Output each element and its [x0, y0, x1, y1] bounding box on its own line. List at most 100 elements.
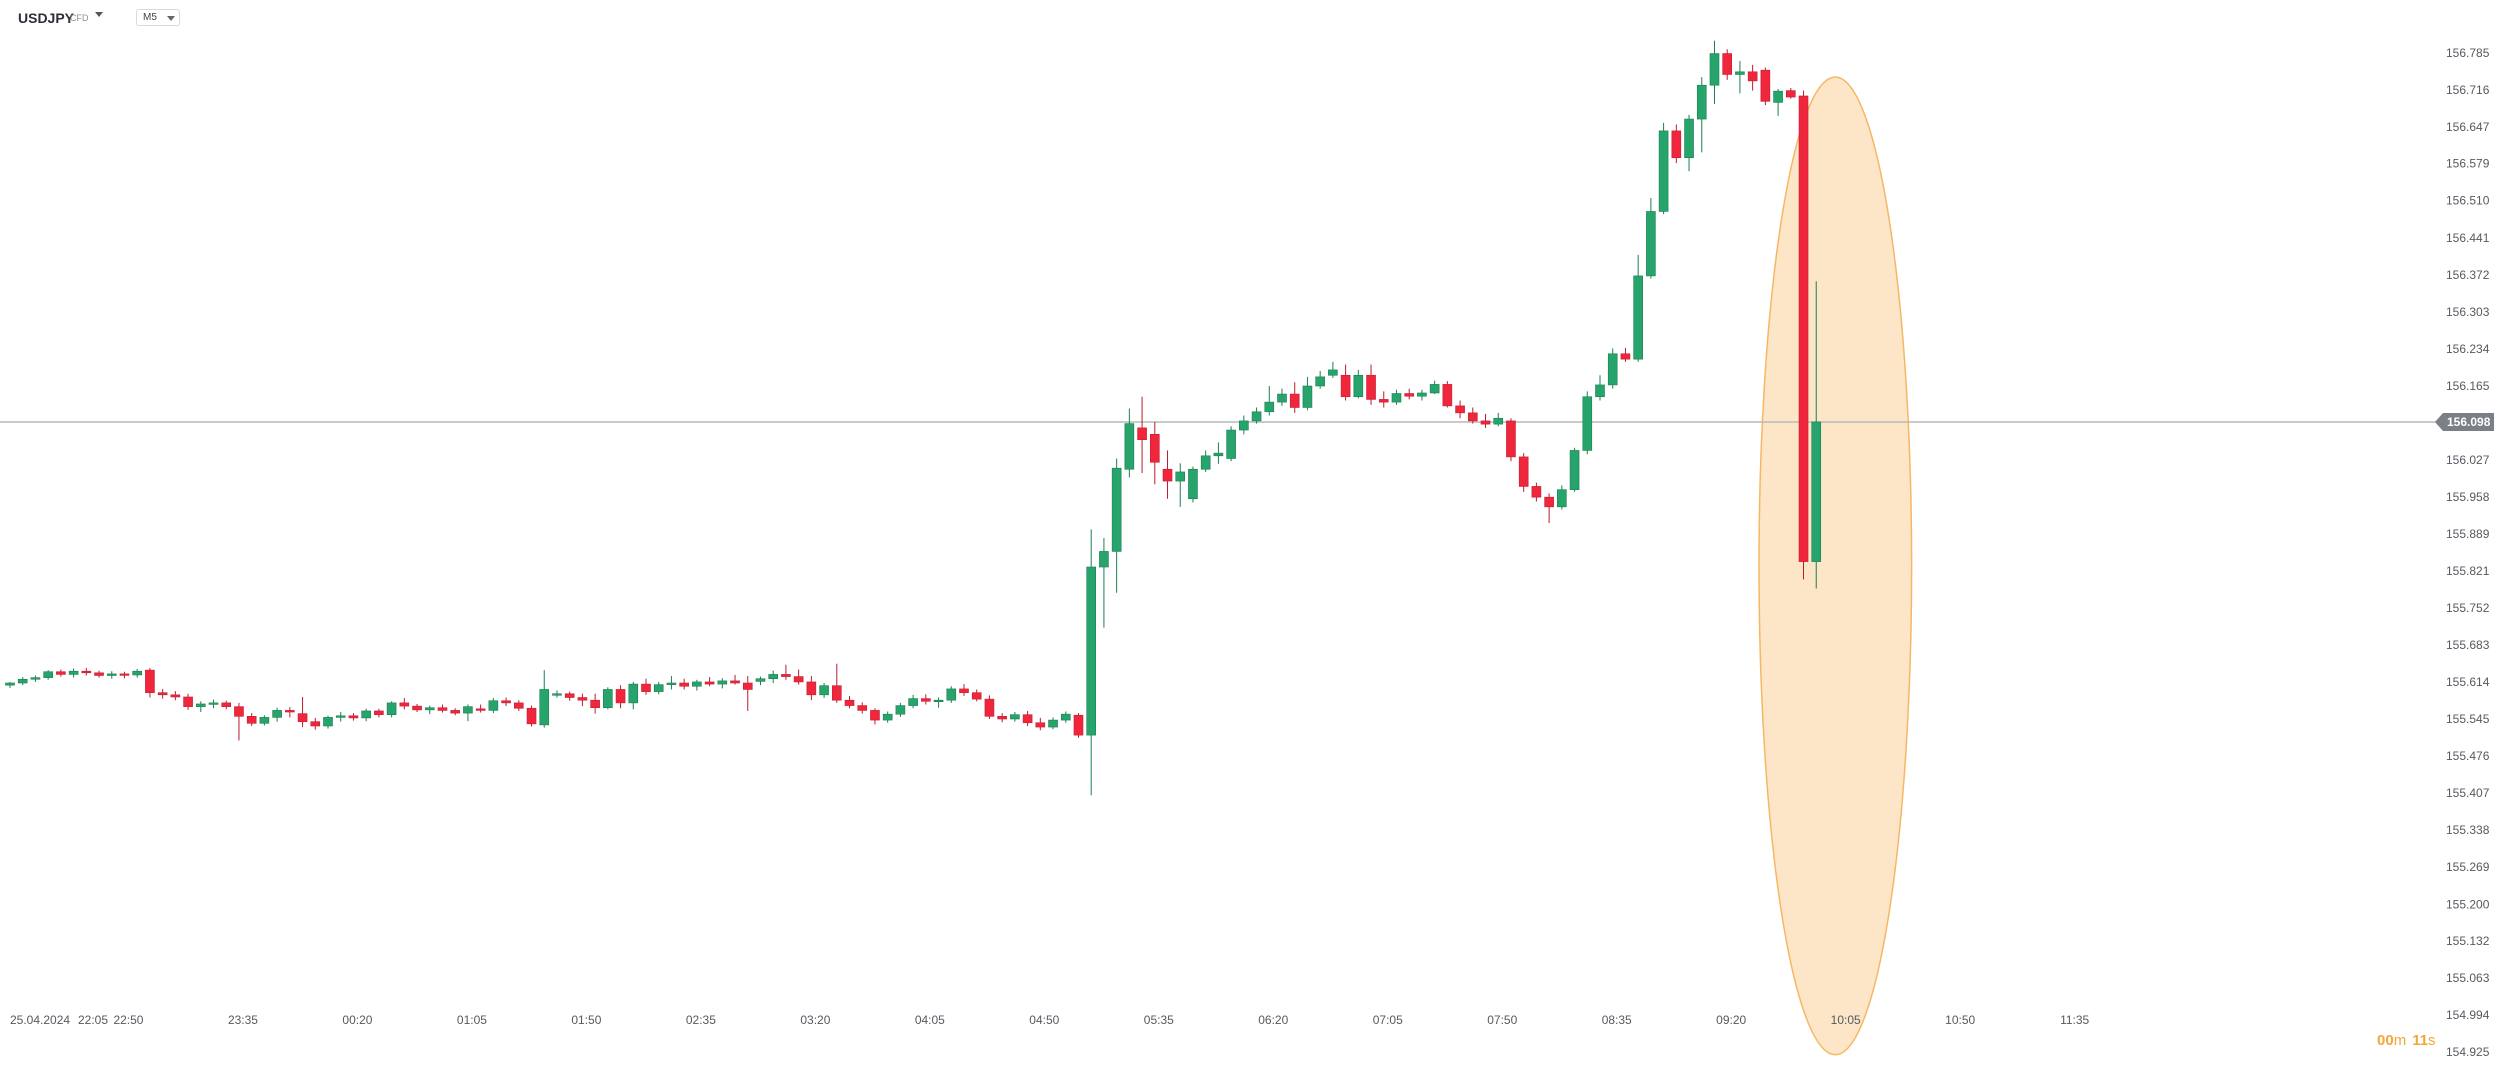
bullish-candle: [1328, 361, 1338, 378]
bearish-candle: [1671, 124, 1682, 164]
symbol-name[interactable]: USDJPY: [18, 10, 75, 26]
bullish-candle: [717, 678, 728, 689]
candle-body: [1048, 719, 1058, 728]
bearish-candle: [285, 707, 295, 718]
bullish-candle: [1709, 40, 1720, 105]
candle-body: [1620, 353, 1631, 360]
candle-body: [5, 682, 15, 686]
bearish-candle: [157, 688, 168, 699]
bearish-candle: [564, 691, 575, 701]
candle-body: [679, 682, 689, 687]
candle-body: [361, 710, 371, 719]
candle-body: [183, 696, 193, 707]
bullish-candle: [1658, 122, 1669, 215]
timeframe-selector[interactable]: M5: [136, 9, 180, 26]
candle-body: [1175, 471, 1186, 482]
y-tick-label: 155.338: [2446, 823, 2490, 837]
bullish-candle: [106, 671, 117, 679]
y-tick-label: 156.303: [2446, 305, 2490, 319]
candle-body: [119, 673, 130, 676]
countdown-minutes: 00: [2377, 1032, 2394, 1049]
bullish-candle: [1175, 463, 1186, 507]
candle-body: [781, 674, 791, 677]
bearish-candle: [704, 677, 715, 687]
candle-body: [1124, 423, 1135, 470]
candle-body: [132, 670, 142, 676]
bullish-candle: [1277, 388, 1287, 406]
candle-body: [793, 676, 804, 683]
chevron-down-icon: [167, 16, 175, 21]
candle-body: [1264, 401, 1275, 413]
price-tag-shape: [2435, 412, 2494, 431]
candle-body: [755, 678, 766, 682]
chevron-down-icon[interactable]: [95, 12, 103, 17]
bearish-candle: [513, 700, 524, 711]
x-tick-label: 07:05: [1373, 1013, 1403, 1027]
bullish-candle: [946, 686, 957, 703]
bearish-candle: [348, 713, 359, 721]
candle-body: [450, 710, 461, 714]
bullish-candle: [1302, 376, 1313, 411]
y-tick-label: 155.821: [2446, 564, 2490, 578]
bearish-candle: [437, 704, 448, 713]
candle-body: [1607, 353, 1618, 386]
y-tick-label: 154.925: [2446, 1045, 2490, 1059]
candle-body: [1506, 420, 1516, 458]
x-tick-label: 11:35: [2060, 1013, 2089, 1027]
bearish-candle: [501, 697, 511, 707]
bearish-candle: [641, 678, 651, 695]
bearish-candle: [1468, 407, 1478, 424]
bullish-candle: [463, 704, 473, 722]
candle-body: [1684, 118, 1694, 159]
x-tick-label: 03:20: [800, 1013, 830, 1027]
price-axis[interactable]: 156.785 156.716 156.647 156.579 156.510 156.4…: [2446, 46, 2490, 1059]
bearish-candle: [590, 693, 600, 714]
bearish-candle: [870, 708, 880, 725]
bearish-candle: [119, 671, 130, 679]
candle-body: [603, 689, 613, 709]
bullish-candle: [1391, 389, 1402, 405]
x-tick-label: 05:35: [1144, 1013, 1174, 1027]
current-price-label: 156.098: [2447, 415, 2491, 429]
bearish-candle: [577, 693, 588, 707]
bearish-candle: [959, 684, 969, 696]
candle-body: [221, 702, 232, 707]
candle-body: [30, 677, 41, 680]
x-tick-label: 04:05: [915, 1013, 945, 1027]
candle-body: [1518, 456, 1529, 487]
candle-body: [1696, 84, 1707, 120]
y-tick-label: 156.647: [2446, 120, 2490, 134]
candle-body: [1544, 496, 1554, 508]
time-axis[interactable]: 25.04.2024 22:05 22:50 23:35 00:20 01:05 01:50…: [10, 1013, 2090, 1027]
bullish-candle: [68, 668, 79, 678]
y-tick-label: 156.716: [2446, 83, 2490, 97]
candle-body: [526, 707, 537, 725]
candle-body: [501, 700, 511, 704]
candle-body: [882, 713, 893, 721]
bullish-candle: [1493, 412, 1504, 427]
highlight-annotation: [1758, 76, 1913, 1056]
bullish-candle: [335, 712, 346, 722]
candle-body: [1722, 53, 1732, 75]
x-tick-label: 22:05: [78, 1013, 108, 1027]
bullish-candle: [1060, 711, 1071, 723]
bearish-candle: [1035, 717, 1046, 731]
bullish-candle: [1124, 408, 1135, 478]
y-tick-label: 156.234: [2446, 342, 2490, 356]
candle-body: [908, 698, 918, 706]
bearish-candle: [844, 695, 855, 709]
candle-body: [1735, 71, 1745, 75]
candle-body: [488, 700, 499, 711]
bearish-candle: [234, 702, 244, 741]
bearish-candle: [1620, 347, 1631, 362]
bullish-candle: [1582, 391, 1593, 455]
candle-body: [145, 669, 155, 693]
candle-body: [1060, 713, 1071, 721]
bearish-candle: [1544, 493, 1554, 523]
bearish-candle: [94, 670, 104, 678]
candle-body: [285, 710, 295, 713]
candle-body: [437, 707, 448, 711]
candle-body: [1315, 376, 1325, 387]
y-tick-label: 155.269: [2446, 860, 2490, 874]
